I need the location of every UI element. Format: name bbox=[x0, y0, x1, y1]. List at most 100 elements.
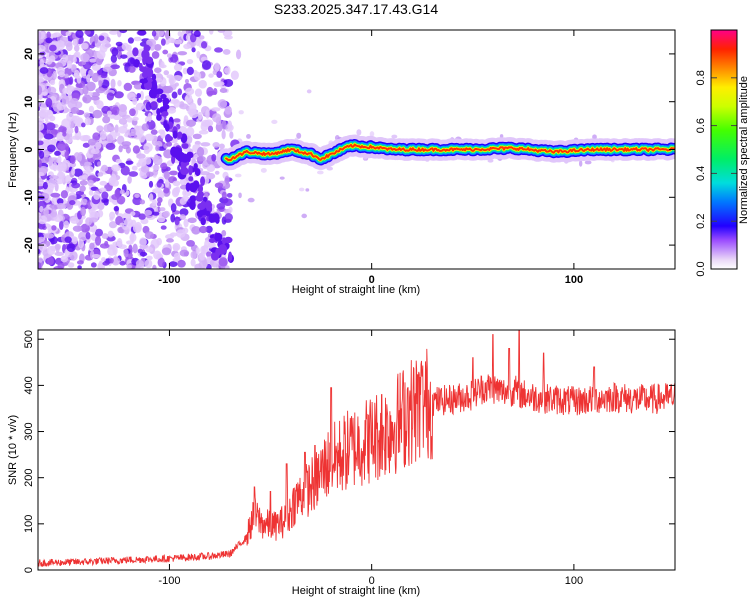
noise-blob bbox=[47, 245, 56, 256]
noise-blob bbox=[139, 237, 147, 247]
noise-blob bbox=[151, 199, 157, 207]
noise-blob bbox=[91, 152, 102, 161]
noise-streak bbox=[176, 151, 186, 163]
noise-blob bbox=[101, 191, 109, 200]
noise-blob bbox=[62, 132, 67, 137]
noise-blob bbox=[117, 125, 128, 134]
noise-blob bbox=[78, 231, 88, 242]
noise-blob bbox=[125, 240, 134, 245]
spectrogram-ytick-label: -20 bbox=[23, 237, 35, 253]
spectrogram-heatmap bbox=[38, 30, 675, 269]
noise-blob bbox=[98, 80, 103, 87]
noise-streak bbox=[214, 232, 223, 242]
noise-blob bbox=[143, 142, 153, 153]
noise-blob bbox=[97, 201, 105, 211]
noise-blob bbox=[139, 90, 144, 101]
noise-blob bbox=[103, 198, 109, 206]
snr-xtick-label: 100 bbox=[565, 575, 583, 587]
noise-blob bbox=[102, 261, 110, 266]
noise-blob bbox=[69, 251, 78, 261]
noise-blob bbox=[92, 132, 101, 141]
noise-blob bbox=[160, 162, 168, 170]
noise-blob bbox=[164, 179, 170, 189]
spectrogram-xtick-label: -100 bbox=[158, 274, 180, 286]
noise-blob bbox=[224, 213, 233, 222]
noise-blob bbox=[66, 85, 75, 91]
noise-blob bbox=[52, 162, 58, 172]
noise-blob bbox=[118, 244, 127, 250]
noise-blob bbox=[95, 235, 102, 246]
figure-title: S233.2025.347.17.43.G14 bbox=[274, 1, 438, 17]
noise-blob bbox=[184, 78, 190, 84]
noise-blob bbox=[198, 79, 207, 89]
noise-sparse bbox=[305, 188, 310, 192]
noise-blob bbox=[54, 251, 64, 256]
noise-blob bbox=[103, 124, 112, 133]
noise-blob bbox=[62, 87, 68, 95]
noise-blob bbox=[172, 180, 181, 187]
noise-blob bbox=[95, 87, 106, 94]
noise-blob bbox=[60, 255, 69, 263]
noise-blob bbox=[157, 190, 165, 199]
noise-blob bbox=[152, 164, 160, 171]
noise-blob bbox=[147, 112, 152, 123]
noise-blob bbox=[169, 54, 179, 63]
noise-streak bbox=[194, 168, 201, 177]
noise-blob bbox=[102, 115, 111, 124]
noise-blob bbox=[190, 250, 197, 259]
noise-streak bbox=[215, 247, 221, 257]
snr-axes: -100 0 100 0 100 200 300 400 500 bbox=[23, 329, 676, 587]
noise-blob bbox=[38, 122, 45, 131]
noise-sparse bbox=[298, 187, 305, 192]
noise-blob bbox=[57, 262, 65, 269]
noise-blob bbox=[38, 172, 45, 177]
noise-blob bbox=[50, 192, 61, 198]
snr-ytick-label: 300 bbox=[23, 422, 35, 440]
noise-blob bbox=[52, 32, 62, 38]
noise-blob bbox=[82, 97, 88, 102]
noise-blob bbox=[38, 68, 41, 76]
noise-streak bbox=[188, 176, 194, 182]
noise-blob bbox=[45, 37, 53, 44]
colorbar-tick-label: 0.2 bbox=[695, 214, 707, 229]
noise-blob bbox=[78, 175, 85, 180]
noise-blob bbox=[198, 225, 208, 234]
noise-blob bbox=[57, 161, 67, 172]
noise-blob bbox=[134, 193, 140, 199]
noise-streak bbox=[156, 97, 163, 103]
noise-blob bbox=[171, 91, 178, 99]
noise-blob bbox=[179, 249, 190, 257]
noise-streak bbox=[156, 114, 162, 121]
noise-blob bbox=[200, 142, 211, 147]
noise-blob bbox=[138, 213, 146, 220]
noise-blob bbox=[56, 141, 67, 152]
noise-blob bbox=[160, 225, 167, 230]
noise-blob bbox=[78, 239, 85, 249]
noise-blob bbox=[38, 72, 44, 83]
noise-streak bbox=[146, 67, 154, 78]
noise-blob bbox=[208, 73, 214, 78]
noise-blob bbox=[80, 198, 88, 206]
noise-blob bbox=[201, 119, 211, 127]
noise-blob bbox=[160, 61, 165, 69]
noise-blob bbox=[42, 181, 48, 190]
noise-blob bbox=[126, 117, 133, 123]
snr-background bbox=[38, 330, 675, 570]
noise-blob bbox=[217, 99, 228, 109]
noise-blob bbox=[132, 243, 138, 254]
noise-blob bbox=[76, 260, 84, 265]
noise-blob bbox=[219, 87, 228, 94]
noise-sparse bbox=[247, 197, 255, 203]
noise-blob bbox=[64, 151, 69, 160]
spectrogram-ytick-label: 0 bbox=[23, 146, 35, 152]
noise-blob bbox=[224, 175, 230, 184]
noise-blob bbox=[43, 207, 49, 218]
noise-blob bbox=[66, 243, 76, 253]
noise-blob bbox=[110, 54, 118, 63]
noise-streak bbox=[160, 93, 167, 99]
noise-blob bbox=[77, 265, 82, 269]
noise-blob bbox=[153, 250, 162, 260]
noise-blob bbox=[222, 198, 233, 207]
noise-blob bbox=[89, 242, 95, 250]
